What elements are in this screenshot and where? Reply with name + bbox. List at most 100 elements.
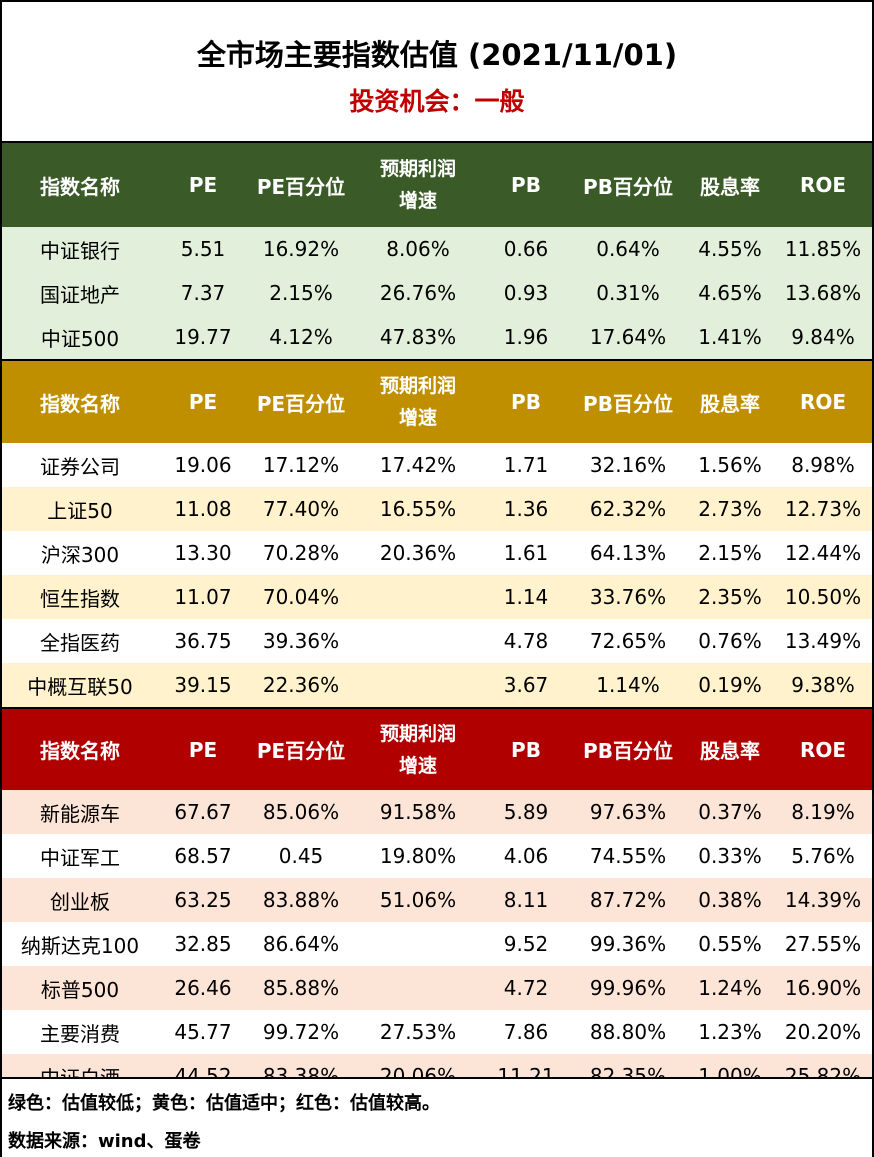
- roe-value: 9.84%: [791, 325, 855, 349]
- pe-pct-value: 70.04%: [262, 585, 340, 609]
- section-divider: [2, 707, 872, 709]
- table-row: 证券公司 19.06 17.12% 17.42% 1.71 32.16% 1.5…: [2, 443, 872, 487]
- table-row: 新能源车 67.67 85.06% 91.58% 5.89 97.63% 0.3…: [2, 790, 872, 834]
- table-row: 恒生指数 11.07 70.04% 1.14 33.76% 2.35% 10.5…: [2, 575, 872, 619]
- growth-value: 8.06%: [386, 237, 450, 261]
- header-growth-line1: 预期利润: [379, 158, 456, 180]
- section-divider: [2, 359, 872, 361]
- roe-value: 13.68%: [784, 281, 862, 305]
- roe-value: 12.44%: [784, 541, 862, 565]
- table-row: 沪深300 13.30 70.28% 20.36% 1.61 64.13% 2.…: [2, 531, 872, 575]
- pb-value: 9.52: [503, 932, 549, 956]
- pb-value: 1.14: [503, 585, 549, 609]
- pe-pct-value: 70.28%: [262, 541, 340, 565]
- dividend-value: 2.15%: [698, 541, 762, 565]
- section-low-valuation: 指数名称 PE PE百分位 预期利润 增速 PB PB百分位 股息率 ROE 中…: [2, 143, 872, 359]
- table-row: 标普500 26.46 85.88% 4.72 99.96% 1.24% 16.…: [2, 966, 872, 1010]
- roe-value: 16.90%: [784, 976, 862, 1000]
- pb-value: 0.93: [503, 281, 549, 305]
- header-pe-pct: PE百分位: [256, 739, 346, 763]
- header-pb: PB: [511, 737, 541, 762]
- header-pb: PB: [511, 173, 541, 197]
- pe-pct-value: 17.12%: [262, 453, 340, 477]
- header-pe: PE: [188, 390, 218, 414]
- table-row: 创业板 63.25 83.88% 51.06% 8.11 87.72% 0.38…: [2, 878, 872, 922]
- header-dividend: 股息率: [700, 174, 760, 199]
- index-name: 中证银行: [40, 238, 120, 263]
- pe-value: 13.30: [174, 541, 232, 565]
- pe-pct-value: 4.12%: [269, 325, 333, 349]
- index-name: 新能源车: [40, 801, 120, 826]
- index-name: 纳斯达克100: [20, 933, 140, 958]
- page-title: 全市场主要指数估值 (2021/11/01): [196, 38, 678, 72]
- pe-pct-value: 86.64%: [262, 932, 340, 956]
- header-pb-pct: PB百分位: [583, 391, 673, 416]
- index-name: 中概互联50: [27, 674, 133, 699]
- data-source-note: 数据来源：wind、蛋卷: [8, 1131, 201, 1152]
- header-growth-line2: 增速: [398, 407, 437, 429]
- header-name: 指数名称: [40, 391, 120, 416]
- pb-value: 5.89: [503, 800, 549, 824]
- pb-value: 4.72: [503, 976, 549, 1000]
- pe-value: 68.57: [174, 844, 232, 868]
- header-pe: PE: [188, 737, 218, 762]
- pb-pct-value: 17.64%: [589, 325, 667, 349]
- pb-value: 1.71: [503, 453, 549, 477]
- header-pb-pct: PB百分位: [583, 174, 673, 199]
- dividend-value: 4.65%: [698, 281, 762, 305]
- roe-value: 5.76%: [791, 844, 855, 868]
- growth-value: [354, 922, 482, 966]
- index-name: 证券公司: [40, 454, 120, 479]
- index-name: 标普500: [40, 977, 120, 1002]
- table-header: 指数名称 PE PE百分位 预期利润 增速 PB PB百分位 股息率 ROE: [2, 709, 872, 790]
- dividend-value: 0.76%: [698, 629, 762, 653]
- pb-pct-value: 32.16%: [589, 453, 667, 477]
- roe-value: 11.85%: [784, 237, 862, 261]
- pb-value: 7.86: [503, 1020, 549, 1044]
- pe-pct-value: 99.72%: [262, 1020, 340, 1044]
- index-name: 全指医药: [40, 630, 120, 655]
- pe-value: 19.06: [174, 453, 232, 477]
- section-mid-valuation: 指数名称 PE PE百分位 预期利润 增速 PB PB百分位 股息率 ROE 证…: [2, 361, 872, 707]
- table-row: 中证军工 68.57 0.45 19.80% 4.06 74.55% 0.33%…: [2, 834, 872, 878]
- header-pe: PE: [188, 173, 218, 197]
- roe-value: 27.55%: [784, 932, 862, 956]
- table-row: 纳斯达克100 32.85 86.64% 9.52 99.36% 0.55% 2…: [2, 922, 872, 966]
- pb-pct-value: 87.72%: [589, 888, 667, 912]
- dividend-value: 0.33%: [698, 844, 762, 868]
- pb-value: 8.11: [503, 888, 549, 912]
- roe-value: 8.98%: [791, 453, 855, 477]
- pb-pct-value: 99.96%: [589, 976, 667, 1000]
- dividend-value: 0.38%: [698, 888, 762, 912]
- header-growth-line2: 增速: [398, 754, 437, 777]
- pe-pct-value: 0.45: [278, 844, 324, 868]
- growth-value: [354, 663, 482, 707]
- roe-value: 8.19%: [791, 800, 855, 824]
- table-row: 中概互联50 39.15 22.36% 3.67 1.14% 0.19% 9.3…: [2, 663, 872, 707]
- roe-value: 10.50%: [784, 585, 862, 609]
- pb-pct-value: 88.80%: [589, 1020, 667, 1044]
- pb-pct-value: 64.13%: [589, 541, 667, 565]
- index-name: 恒生指数: [40, 586, 120, 611]
- pe-pct-value: 22.36%: [262, 673, 340, 697]
- header-pb-pct: PB百分位: [583, 739, 673, 763]
- dividend-value: 0.19%: [698, 673, 762, 697]
- pe-value: 26.46: [174, 976, 232, 1000]
- table-row: 国证地产 7.37 2.15% 26.76% 0.93 0.31% 4.65% …: [2, 271, 872, 315]
- roe-value: 20.20%: [784, 1020, 862, 1044]
- header-roe: ROE: [799, 390, 847, 414]
- table-row: 中证银行 5.51 16.92% 8.06% 0.66 0.64% 4.55% …: [2, 227, 872, 271]
- table-row: 中证500 19.77 4.12% 47.83% 1.96 17.64% 1.4…: [2, 315, 872, 359]
- header-name: 指数名称: [40, 739, 120, 763]
- table-row: 主要消费 45.77 99.72% 27.53% 7.86 88.80% 1.2…: [2, 1010, 872, 1054]
- table-row: 上证50 11.08 77.40% 16.55% 1.36 62.32% 2.7…: [2, 487, 872, 531]
- pb-value: 3.67: [503, 673, 549, 697]
- pb-value: 0.66: [503, 237, 549, 261]
- pe-value: 5.51: [180, 237, 226, 261]
- roe-value: 13.49%: [784, 629, 862, 653]
- dividend-value: 1.41%: [698, 325, 762, 349]
- index-name: 中证500: [40, 326, 120, 351]
- header-growth: 预期利润 增速: [354, 709, 482, 790]
- growth-value: 16.55%: [379, 497, 457, 521]
- table-header: 指数名称 PE PE百分位 预期利润 增速 PB PB百分位 股息率 ROE: [2, 143, 872, 227]
